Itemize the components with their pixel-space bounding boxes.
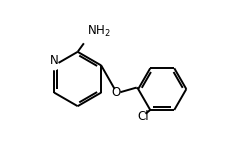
Text: O: O — [112, 86, 121, 99]
Text: NH$_2$: NH$_2$ — [87, 24, 111, 39]
Text: N: N — [50, 54, 58, 67]
Text: Cl: Cl — [138, 110, 149, 123]
